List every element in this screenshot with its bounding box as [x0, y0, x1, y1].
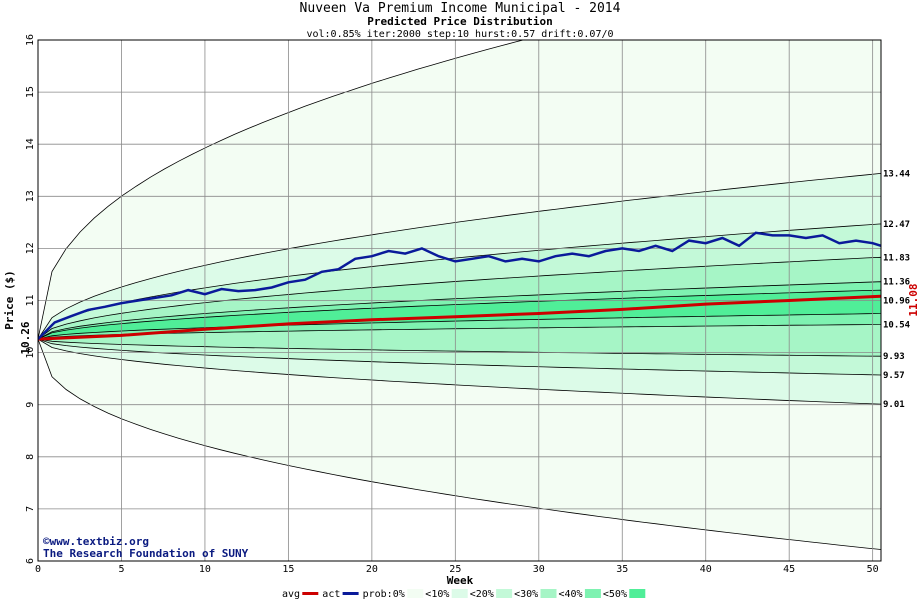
legend-label: <20%	[470, 589, 494, 600]
end-value-label: 9.93	[883, 352, 905, 362]
avg-series-line	[38, 294, 881, 341]
y-tick-label: 11	[25, 294, 36, 306]
prob-band-50	[38, 289, 881, 340]
chart-params: vol:0.85% iter:2000 step:10 hurst:0.57 d…	[306, 29, 613, 40]
x-tick-label: 25	[449, 564, 461, 575]
credit-org: The Research Foundation of SUNY	[43, 547, 249, 560]
x-tick-label: 15	[282, 564, 294, 575]
plot-frame	[37, 39, 882, 562]
legend-swatch	[540, 589, 557, 598]
legend: avg act prob:0% <10% <20% <30% <40% <50%	[282, 589, 646, 600]
legend-label: avg	[282, 589, 300, 600]
legend-swatch	[407, 589, 424, 598]
x-tick-label: 30	[533, 564, 545, 575]
x-tick-label: 40	[700, 564, 712, 575]
legend-swatch	[496, 589, 513, 598]
y-tick-label: 9	[25, 402, 36, 408]
y-axis-label: Price ($)	[3, 270, 16, 330]
end-value-label: 9.57	[883, 371, 905, 381]
x-tick-label: 0	[35, 564, 41, 575]
legend-label: <30%	[514, 589, 538, 600]
end-value-label: 11.83	[883, 253, 910, 263]
y-tick-label: 13	[25, 190, 36, 202]
y-tick-label: 12	[25, 242, 36, 254]
end-value-label: 12.47	[883, 220, 910, 230]
legend-swatch	[451, 589, 468, 598]
actual-last-label: 11.08	[907, 283, 920, 316]
chart-subtitle: Predicted Price Distribution	[367, 15, 552, 28]
end-value-label: 10.54	[883, 320, 911, 330]
y-tick-label: 15	[25, 86, 36, 98]
y-tick-label: 14	[25, 138, 36, 150]
legend-label: act	[322, 589, 340, 600]
x-tick-label: 45	[783, 564, 795, 575]
y-tick-label: 16	[25, 34, 36, 46]
plot-area: 0 5 10 15 20 25 30 35 40 45 50 6 7 8 9 10 11 12 13 14 15 16 13…	[25, 34, 911, 575]
y-tick-label: 6	[25, 558, 36, 564]
x-tick-label: 35	[616, 564, 628, 575]
credit-site: ©www.textbiz.org	[43, 535, 149, 548]
start-price-label: 10.26	[19, 321, 32, 354]
x-tick-label: 20	[366, 564, 378, 575]
act-series-line	[38, 231, 881, 340]
end-value-label: 11.36	[883, 278, 910, 288]
x-tick-label: 50	[867, 564, 879, 575]
y-tick-label: 10	[25, 347, 36, 359]
legend-label: <10%	[425, 589, 449, 600]
legend-label: <40%	[559, 589, 583, 600]
end-value-label: 10.96	[883, 297, 910, 307]
legend-swatch	[584, 589, 601, 598]
legend-swatch	[302, 592, 319, 595]
y-tick-label: 8	[25, 454, 36, 460]
chart-title: Nuveen Va Premium Income Municipal - 201…	[300, 1, 621, 16]
legend-swatch	[342, 592, 359, 595]
x-tick-label: 5	[118, 564, 124, 575]
end-value-label: 9.01	[883, 400, 905, 410]
legend-label: <50%	[603, 589, 627, 600]
legend-label: prob:0%	[363, 589, 405, 600]
end-value-label: 13.44	[883, 169, 911, 179]
legend-swatch	[629, 589, 646, 598]
x-axis-label: Week	[447, 574, 474, 587]
x-tick-label: 10	[199, 564, 211, 575]
y-tick-label: 7	[25, 506, 36, 512]
